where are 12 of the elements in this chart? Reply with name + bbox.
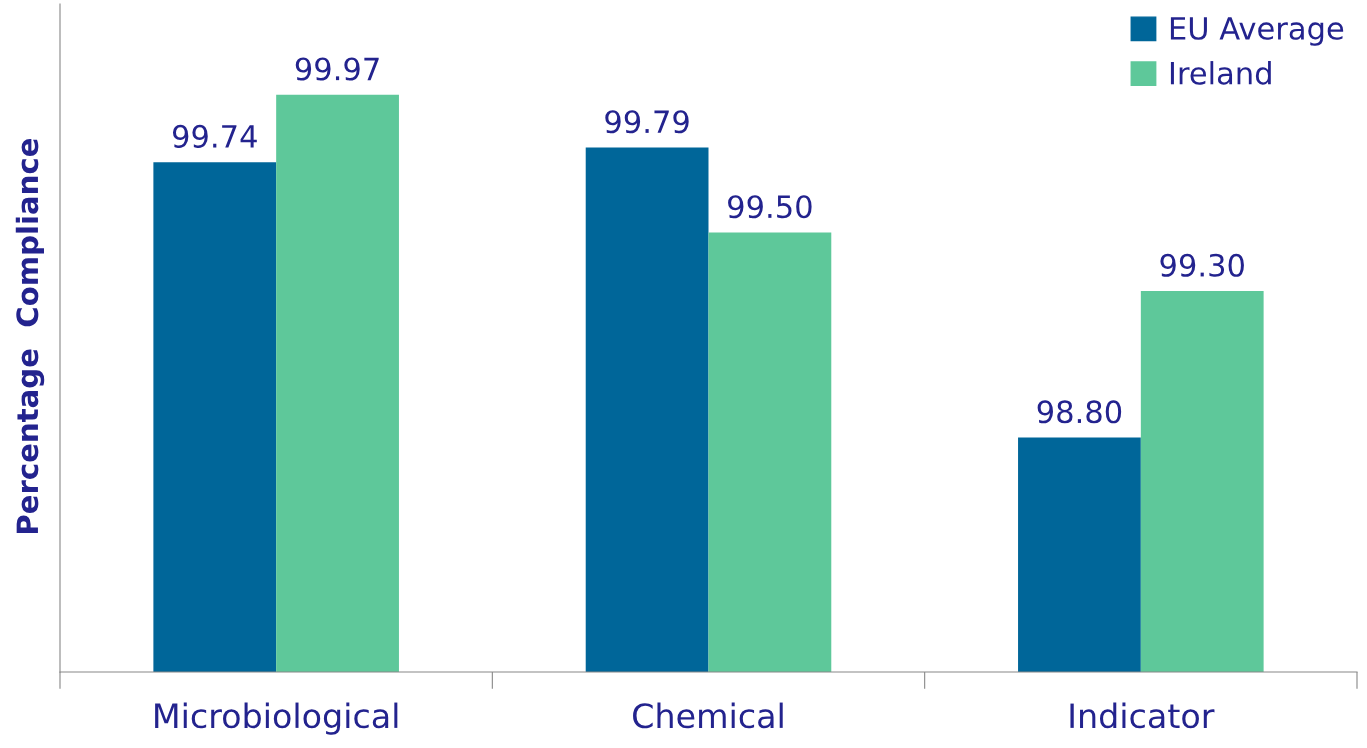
data-label: 99.79: [605, 110, 689, 134]
x-tick-label: Microbiological: [155, 702, 398, 735]
legend-label: Ireland: [1170, 61, 1271, 85]
data-label: 98.80: [1037, 400, 1122, 424]
data-label: 99.97: [295, 57, 379, 81]
data-label: 99.74: [172, 124, 257, 148]
data-label: 99.50: [728, 195, 812, 219]
x-tick-label: Indicator: [1070, 702, 1215, 729]
x-tick-label: Chemical: [633, 702, 783, 729]
data-label: 99.30: [1160, 253, 1244, 277]
y-axis-title: Percentage Compliance: [15, 138, 45, 534]
legend-label: EU Average: [1170, 17, 1344, 46]
